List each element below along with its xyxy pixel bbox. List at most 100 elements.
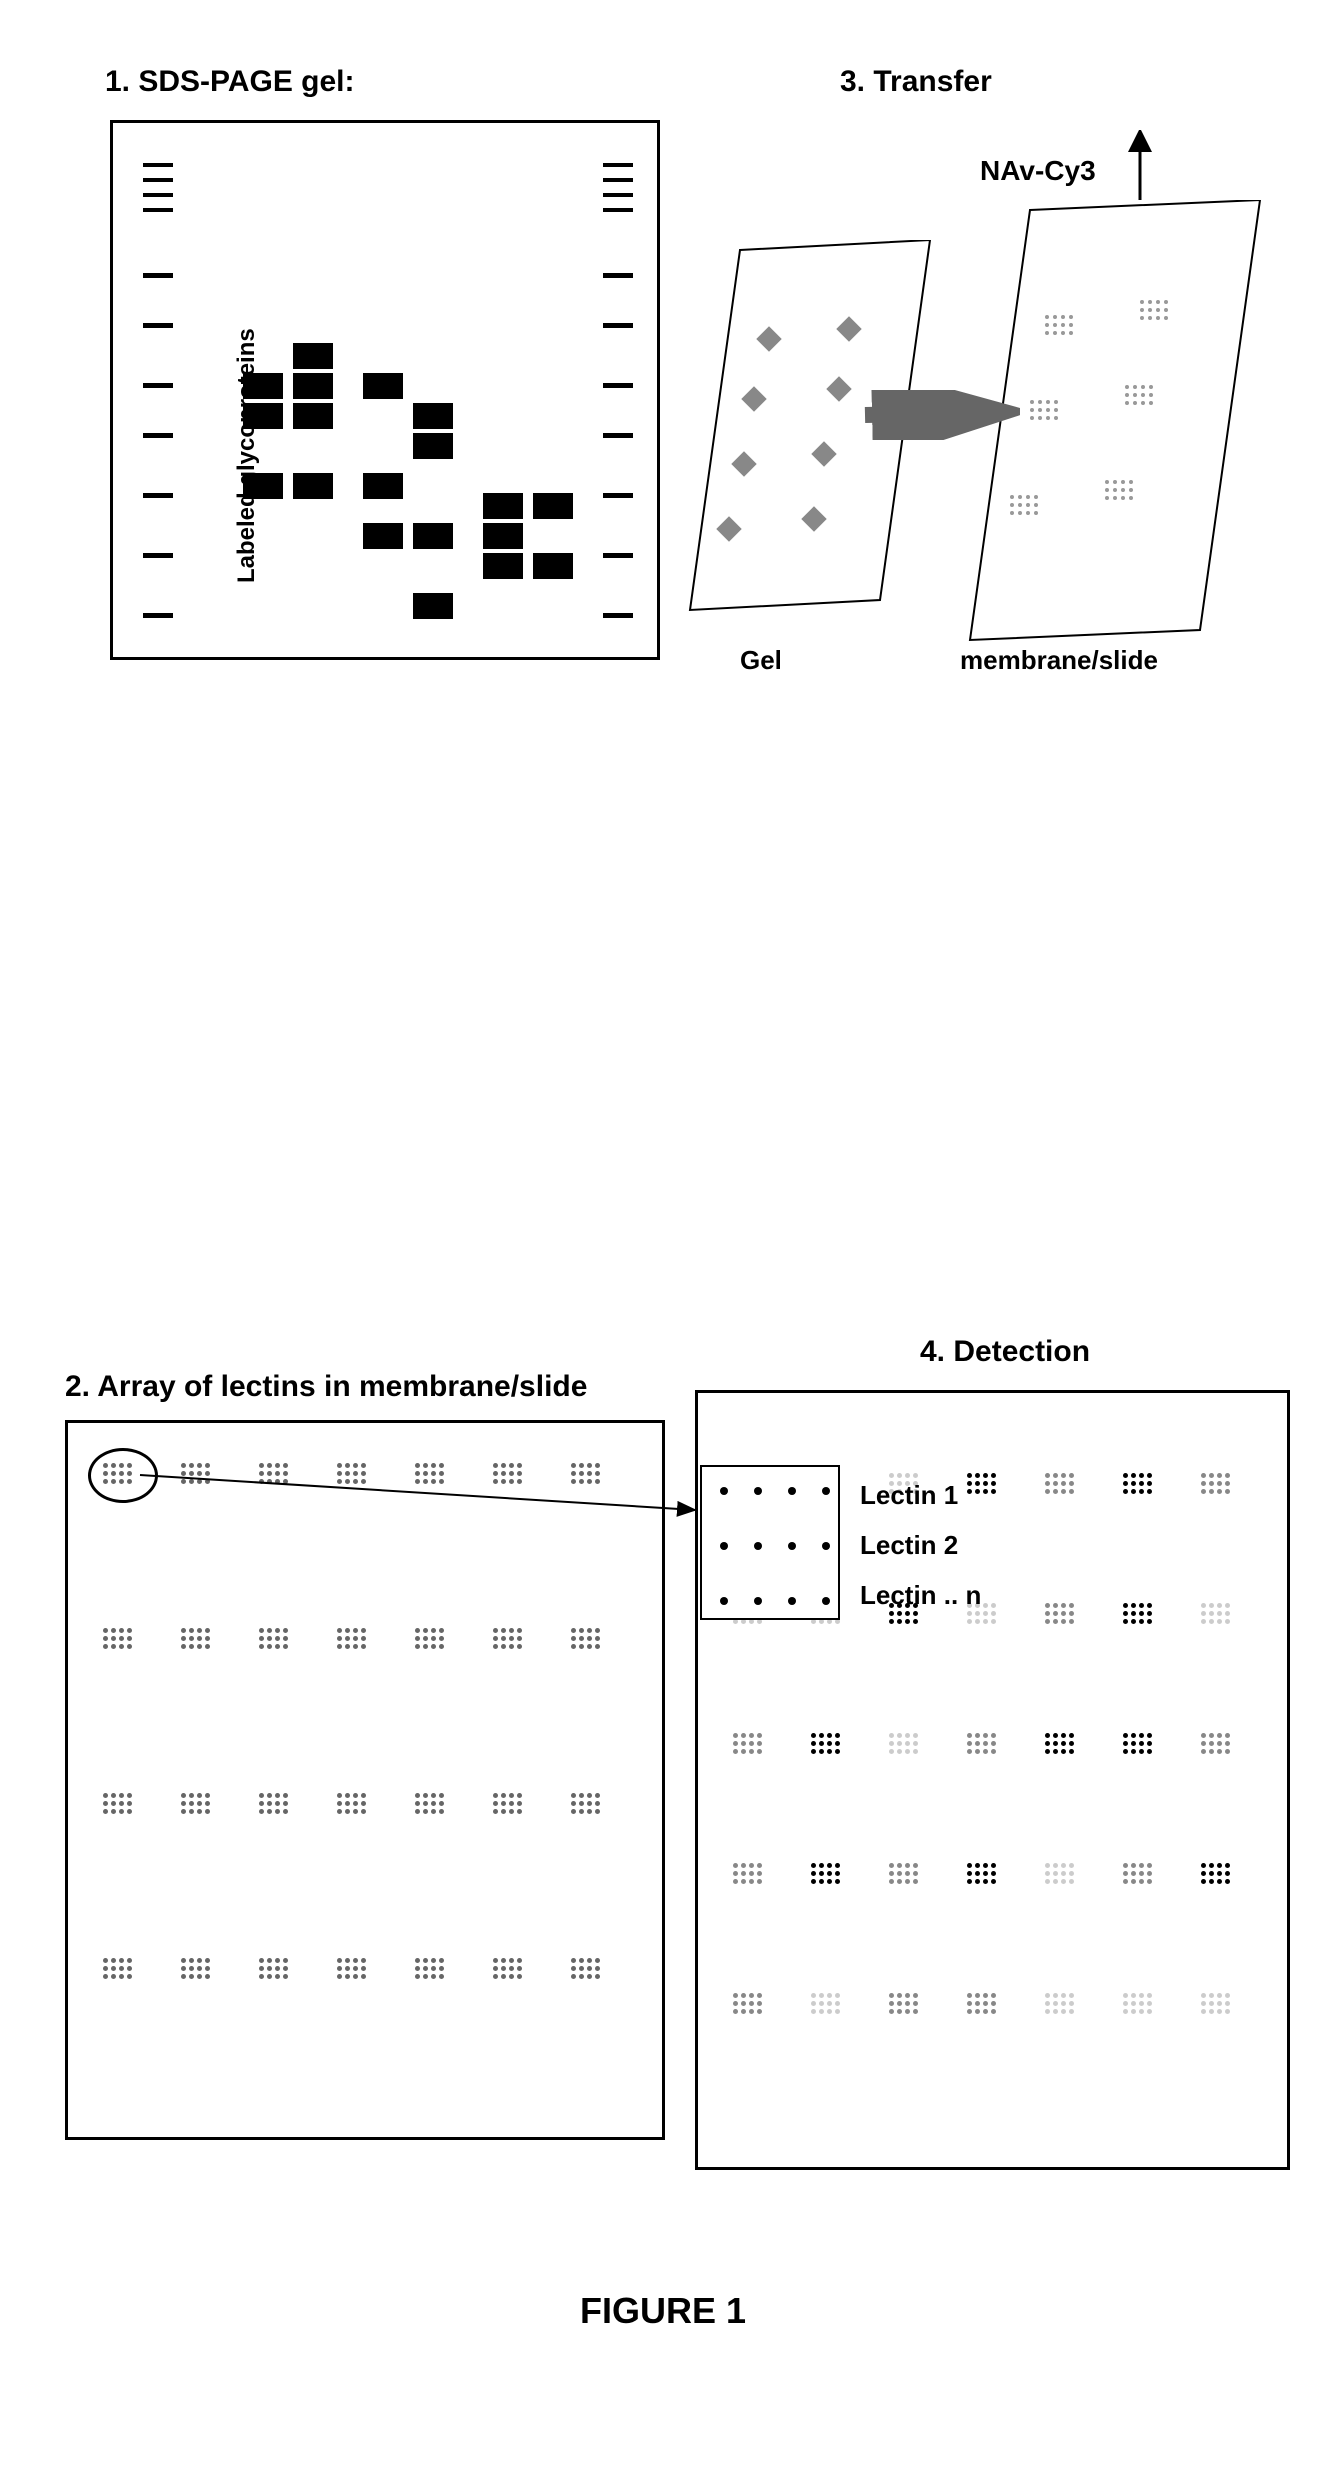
lectin-dot bbox=[571, 1628, 576, 1633]
detection-dot bbox=[1139, 1733, 1144, 1738]
membrane-dot bbox=[1121, 488, 1125, 492]
detection-dot bbox=[1069, 1733, 1074, 1738]
detection-dot bbox=[827, 1879, 832, 1884]
lectin-dot bbox=[431, 1644, 436, 1649]
lectin-dot bbox=[103, 1636, 108, 1641]
lectin-dot bbox=[579, 1636, 584, 1641]
detection-dot bbox=[1069, 1741, 1074, 1746]
lectin-dot bbox=[439, 1958, 444, 1963]
lectin-dot bbox=[517, 1628, 522, 1633]
gel-band bbox=[483, 493, 523, 519]
detection-dot bbox=[1123, 2001, 1128, 2006]
detection-dot bbox=[1061, 1879, 1066, 1884]
detection-dot bbox=[733, 1863, 738, 1868]
lectin-block bbox=[259, 1793, 288, 1814]
lectin-dot bbox=[205, 1809, 210, 1814]
lectin-dot bbox=[181, 1644, 186, 1649]
lectin-dot bbox=[259, 1974, 264, 1979]
lectin-dot bbox=[119, 1479, 124, 1484]
lectin-dot bbox=[509, 1966, 514, 1971]
detection-dot bbox=[1123, 1619, 1128, 1624]
detection-dot bbox=[1069, 1619, 1074, 1624]
lectin-dot bbox=[197, 1793, 202, 1798]
lectin-dot bbox=[439, 1793, 444, 1798]
detection-dot bbox=[1061, 1611, 1066, 1616]
membrane-dot bbox=[1038, 408, 1042, 412]
gel-band bbox=[483, 523, 523, 549]
detection-dot bbox=[1209, 2001, 1214, 2006]
detection-dot bbox=[749, 1749, 754, 1754]
lectin-dot bbox=[127, 1636, 132, 1641]
detection-dot bbox=[1053, 1489, 1058, 1494]
lectin-dot bbox=[493, 1636, 498, 1641]
detection-dot bbox=[967, 1871, 972, 1876]
detection-dot bbox=[1147, 1733, 1152, 1738]
detection-dot bbox=[991, 1871, 996, 1876]
detection-block bbox=[811, 1733, 840, 1754]
detection-dot bbox=[819, 1749, 824, 1754]
lectin-dot bbox=[579, 1644, 584, 1649]
detection-dot bbox=[991, 2009, 996, 2014]
zoom-dot bbox=[720, 1542, 728, 1550]
lectin-dot bbox=[181, 1793, 186, 1798]
detection-dot bbox=[1147, 1619, 1152, 1624]
detection-dot bbox=[1045, 1489, 1050, 1494]
detection-dot bbox=[1217, 1879, 1222, 1884]
lectin-dot bbox=[103, 1793, 108, 1798]
detection-dot bbox=[1061, 1473, 1066, 1478]
lectin-dot bbox=[501, 1809, 506, 1814]
detection-dot bbox=[975, 1741, 980, 1746]
detection-dot bbox=[811, 1741, 816, 1746]
detection-dot bbox=[1045, 1473, 1050, 1478]
lectin-dot bbox=[571, 1974, 576, 1979]
detection-dot bbox=[1061, 1603, 1066, 1608]
lectin-dot bbox=[415, 1966, 420, 1971]
lectin-dot bbox=[275, 1644, 280, 1649]
detection-dot bbox=[835, 1741, 840, 1746]
membrane-dot bbox=[1030, 416, 1034, 420]
detection-dot bbox=[975, 1473, 980, 1478]
detection-dot bbox=[991, 1619, 996, 1624]
gel-band bbox=[533, 553, 573, 579]
lectin-dot bbox=[587, 1801, 592, 1806]
lectin-dot bbox=[509, 1644, 514, 1649]
detection-dot bbox=[1123, 1733, 1128, 1738]
gel-ladder-mark bbox=[143, 493, 173, 498]
lectin-2-label: Lectin 2 bbox=[860, 1530, 958, 1561]
lectin-dot bbox=[431, 1974, 436, 1979]
detection-dot bbox=[733, 2009, 738, 2014]
lectin-dot bbox=[353, 1793, 358, 1798]
lectin-dot bbox=[501, 1636, 506, 1641]
lectin-dot bbox=[595, 1628, 600, 1633]
detection-dot bbox=[1069, 1993, 1074, 1998]
lectin-dot bbox=[595, 1793, 600, 1798]
detection-dot bbox=[1123, 1749, 1128, 1754]
lectin-dot bbox=[415, 1628, 420, 1633]
detection-dot bbox=[905, 1619, 910, 1624]
detection-dot bbox=[967, 1741, 972, 1746]
gel-ladder-mark bbox=[603, 613, 633, 618]
detection-dot bbox=[811, 2009, 816, 2014]
detection-dot bbox=[827, 1741, 832, 1746]
detection-dot bbox=[975, 2001, 980, 2006]
detection-dot bbox=[1217, 1733, 1222, 1738]
lectin-dot bbox=[119, 1644, 124, 1649]
lectin-dot bbox=[345, 1966, 350, 1971]
detection-block bbox=[1123, 1993, 1152, 2014]
lectin-dot bbox=[103, 1471, 108, 1476]
membrane-dot bbox=[1053, 315, 1057, 319]
membrane-dot bbox=[1061, 331, 1065, 335]
detection-dot bbox=[905, 1611, 910, 1616]
gel-marker bbox=[603, 163, 633, 167]
lectin-dot bbox=[127, 1966, 132, 1971]
membrane-dot bbox=[1030, 400, 1034, 404]
lectin-dot bbox=[337, 1628, 342, 1633]
lectin-dot bbox=[111, 1644, 116, 1649]
detection-dot bbox=[913, 1733, 918, 1738]
detection-dot bbox=[1061, 1481, 1066, 1486]
lectin-block bbox=[103, 1958, 132, 1979]
lectin-dot bbox=[353, 1974, 358, 1979]
lectin-dot bbox=[119, 1809, 124, 1814]
lectin-block bbox=[493, 1628, 522, 1649]
detection-dot bbox=[1061, 1749, 1066, 1754]
